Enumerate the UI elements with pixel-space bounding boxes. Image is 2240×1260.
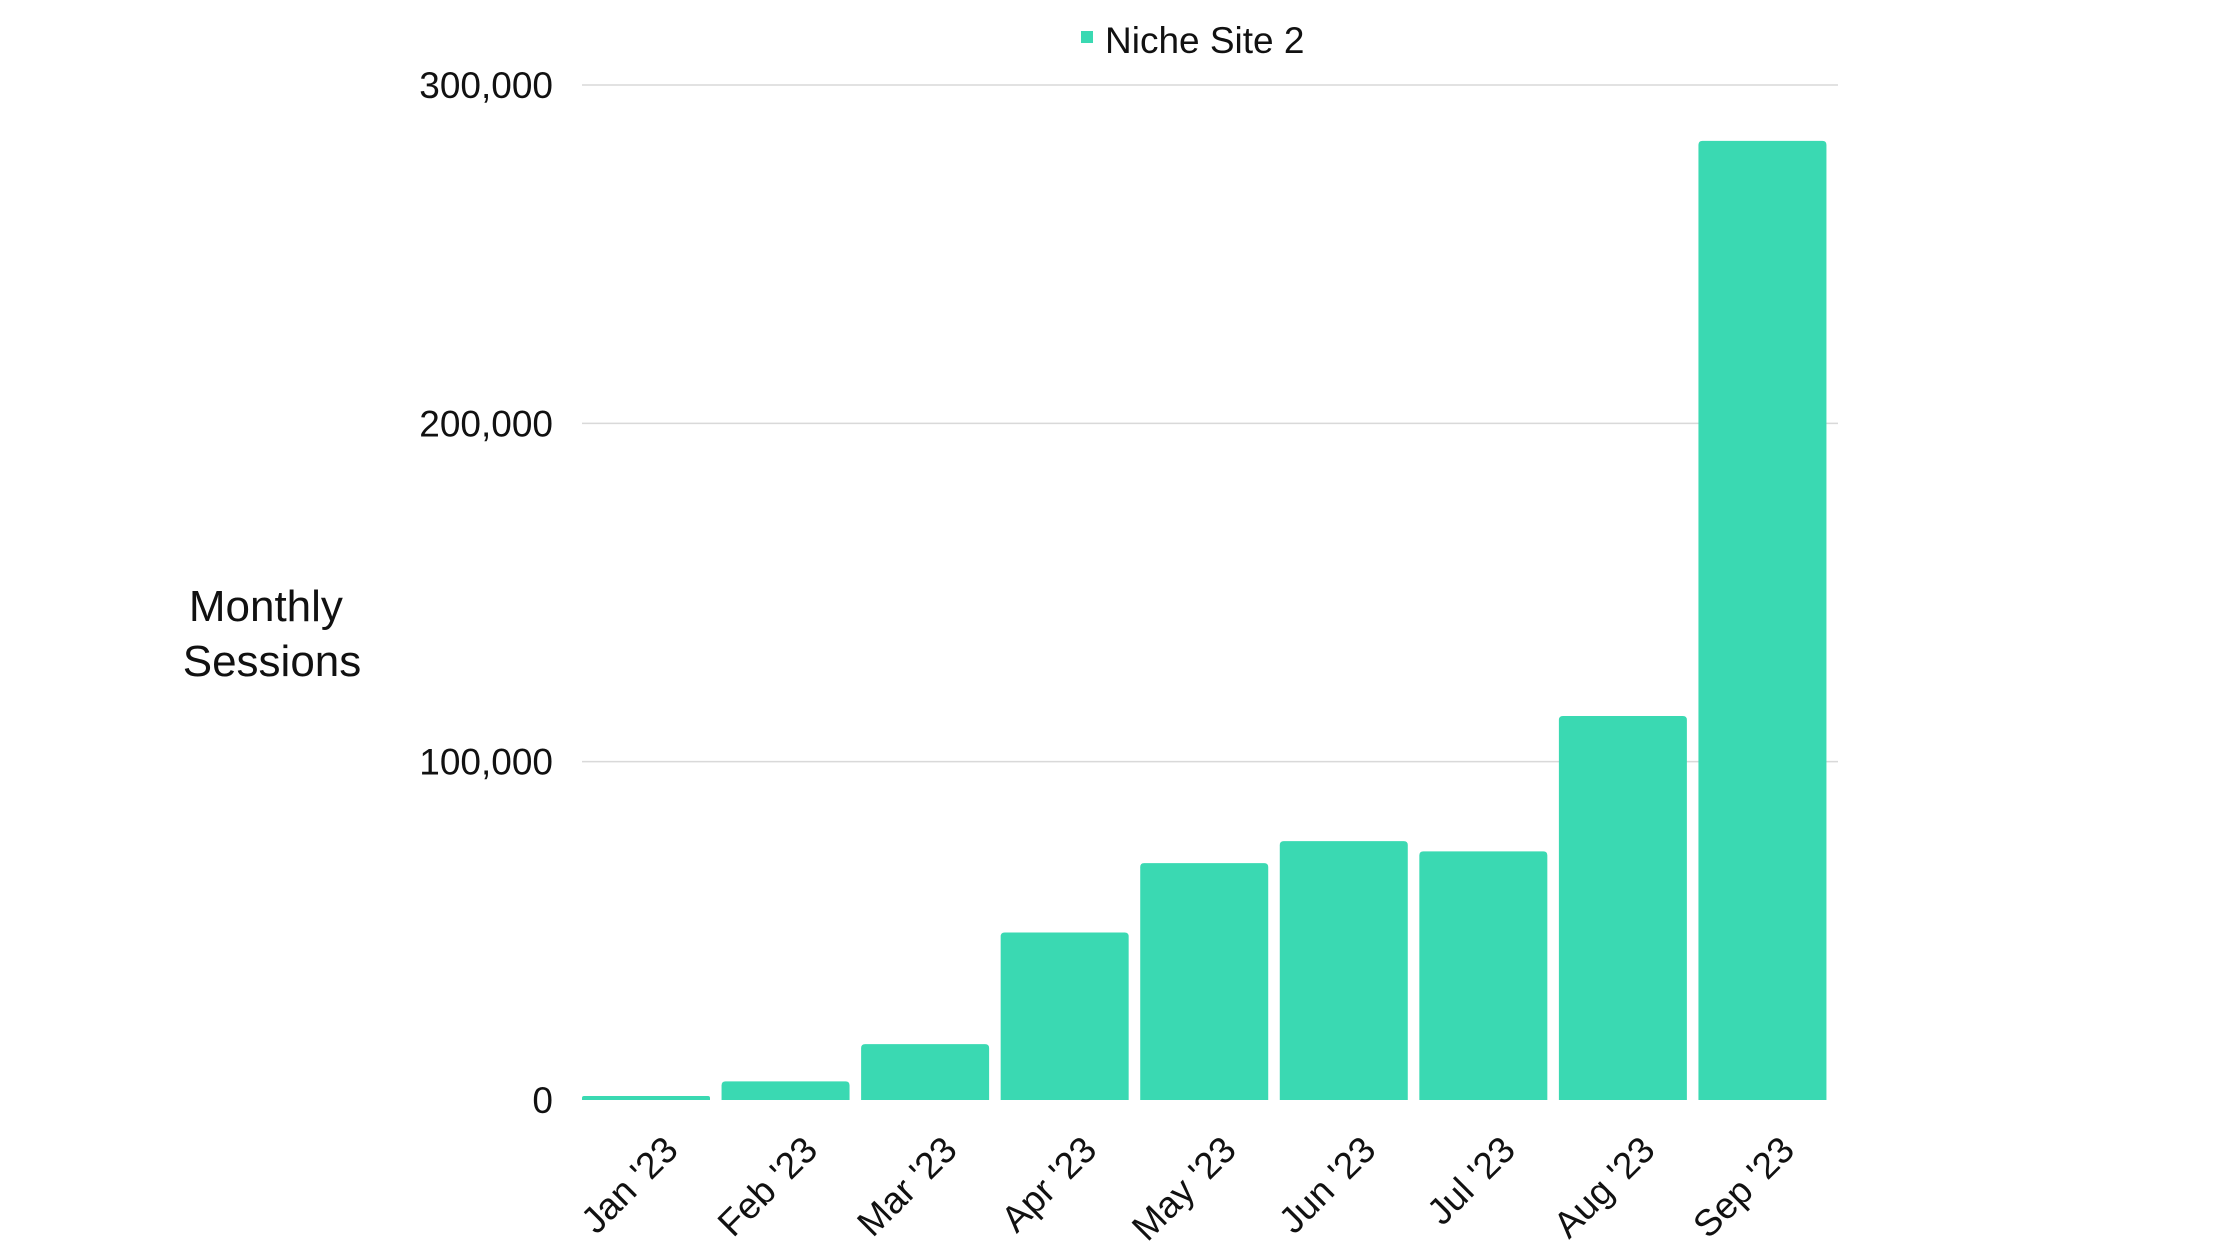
gridlines — [582, 84, 1838, 763]
x-tick-label: Feb '23 — [710, 1129, 825, 1244]
legend-label: Niche Site 2 — [1105, 20, 1305, 61]
y-axis-label-line-1: Monthly — [189, 582, 343, 631]
legend: Niche Site 2 — [1081, 20, 1305, 61]
bar — [1279, 841, 1408, 1100]
x-tick-label: Jan '23 — [573, 1129, 686, 1242]
x-tick-label: Jun '23 — [1271, 1129, 1384, 1242]
bar — [861, 1044, 990, 1100]
x-tick-label: Jul '23 — [1419, 1129, 1523, 1233]
x-tick-label: Aug '23 — [1546, 1129, 1663, 1246]
bar — [721, 1081, 850, 1100]
x-axis-ticks: Jan '23 Feb '23 Mar '23 Apr '23 May '23 Jun '… — [573, 1129, 1802, 1249]
y-axis-ticks: 0 100,000 200,000 300,000 — [419, 65, 553, 1121]
y-axis-label-line-2: Sessions — [183, 637, 362, 686]
y-tick-label: 100,000 — [419, 742, 553, 783]
legend-swatch — [1081, 31, 1093, 43]
bar — [1698, 140, 1827, 1100]
y-tick-label: 0 — [532, 1080, 553, 1121]
bars — [582, 140, 1827, 1100]
bar — [1140, 863, 1269, 1100]
bar — [1000, 932, 1129, 1100]
bar — [1558, 715, 1687, 1100]
x-tick-label: Apr '23 — [993, 1129, 1104, 1240]
x-tick-label: May '23 — [1124, 1129, 1244, 1249]
y-tick-label: 200,000 — [419, 403, 553, 444]
y-tick-label: 300,000 — [419, 65, 553, 106]
bar — [582, 1095, 710, 1100]
x-tick-label: Mar '23 — [849, 1129, 964, 1244]
x-tick-label: Sep '23 — [1685, 1129, 1802, 1246]
bar — [1419, 851, 1548, 1100]
y-axis-label: Monthly Sessions — [183, 582, 362, 686]
